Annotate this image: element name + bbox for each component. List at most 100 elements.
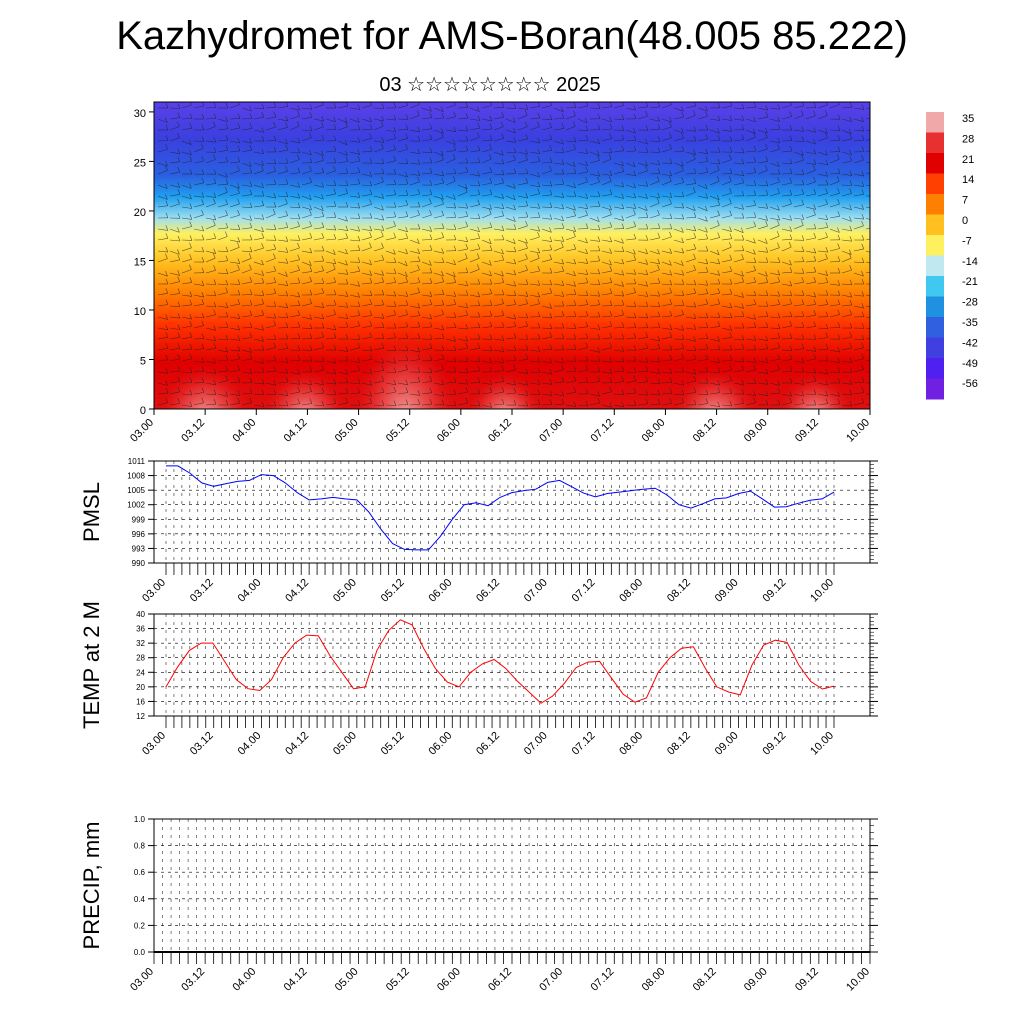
wind-barb-flag — [513, 321, 517, 327]
wind-barb — [313, 184, 324, 188]
wind-barb-flag — [285, 312, 289, 318]
wind-barb — [493, 206, 504, 209]
wind-barb — [745, 106, 757, 109]
wind-barb — [325, 250, 336, 255]
colorbar-swatch-0 — [926, 112, 944, 133]
wind-barb — [793, 129, 804, 132]
wind-barb-flag — [801, 179, 805, 185]
wind-barb-flag — [369, 391, 373, 397]
wind-barb-flag — [273, 201, 277, 208]
wind-barb-flag — [585, 299, 589, 305]
wind-barb-flag — [561, 179, 565, 185]
wind-barb — [433, 195, 444, 200]
wind-barb — [805, 140, 816, 145]
wind-barb — [721, 270, 732, 274]
wind-barb-flag — [693, 301, 697, 308]
wind-barb — [673, 138, 684, 142]
wind-barb-flag — [741, 103, 745, 109]
wind-barb-flag — [249, 310, 253, 316]
wind-barb-flag — [681, 389, 685, 396]
wind-barb — [661, 402, 672, 406]
wind-barb — [169, 126, 180, 131]
wind-barb — [217, 370, 228, 373]
wind-barb — [157, 258, 168, 263]
wind-barb-flag — [657, 116, 660, 122]
wind-barb-flag — [357, 155, 361, 162]
wind-barb — [541, 382, 552, 385]
wind-barb-flag — [381, 242, 384, 249]
wind-barb-flag — [861, 397, 865, 403]
wind-barb-flag — [333, 289, 337, 295]
wind-barb — [505, 382, 516, 386]
wind-barb — [625, 272, 636, 275]
wind-barb — [349, 294, 360, 298]
wind-barb-flag — [837, 243, 840, 249]
ytick-label-16: 16 — [136, 697, 145, 706]
wind-barb — [277, 250, 288, 253]
wind-barb — [757, 316, 769, 318]
xtick-label-03.00: 03.00 — [140, 730, 168, 758]
wind-barb-flag — [309, 266, 313, 272]
wind-barb — [853, 193, 864, 197]
wind-barb — [685, 359, 696, 362]
wind-barb-flag — [261, 127, 264, 133]
xtick-label-05.12: 05.12 — [384, 966, 412, 994]
wind-barb — [169, 184, 180, 188]
wind-barb — [265, 370, 277, 373]
wind-barb — [721, 238, 732, 241]
wind-barb — [505, 316, 516, 320]
wind-barb — [613, 304, 624, 307]
wind-barb — [313, 195, 324, 200]
series-line-0 — [165, 619, 835, 704]
wind-barb — [481, 128, 492, 131]
wind-barb — [709, 326, 720, 329]
wind-barb — [337, 151, 348, 156]
wind-barb-flag — [621, 356, 625, 362]
heatmap-xtick-label-07.12: 07.12 — [588, 417, 616, 445]
wind-barb-flag — [693, 354, 697, 360]
wind-barb — [529, 184, 540, 188]
wind-barb-flag — [213, 192, 217, 198]
wind-barb — [349, 305, 361, 307]
wind-barb-flag — [201, 256, 205, 263]
wind-barb-flag — [537, 148, 541, 154]
wind-barb-flag — [417, 170, 421, 176]
wind-barb-flag — [501, 271, 504, 277]
wind-barb-flag — [573, 102, 577, 108]
wind-barb — [289, 115, 300, 120]
wind-barb — [697, 206, 708, 212]
wind-barb — [337, 237, 348, 241]
wind-barb — [229, 261, 240, 264]
wind-barb — [385, 160, 396, 164]
wind-barb — [613, 217, 624, 221]
wind-barb — [793, 204, 804, 208]
heatmap-xtick-label-08.00: 08.00 — [640, 417, 668, 445]
wind-barb-flag — [777, 269, 781, 276]
wind-barb-flag — [849, 279, 853, 285]
wind-barb — [241, 402, 252, 406]
xtick-label-05.00: 05.00 — [331, 577, 359, 605]
wind-barb-flag — [645, 398, 649, 404]
wind-barb — [265, 107, 277, 109]
wind-barb — [733, 173, 744, 177]
wind-barb-flag — [633, 322, 637, 328]
wind-barb-flag — [716, 164, 720, 171]
wind-barb-flag — [297, 379, 301, 385]
wind-barb — [517, 338, 529, 340]
wind-barb — [421, 348, 432, 351]
wind-barb — [733, 182, 744, 186]
wind-barb — [313, 126, 324, 131]
wind-barb — [745, 393, 756, 397]
wind-barb-flag — [789, 111, 792, 117]
wind-barb — [409, 115, 420, 120]
wind-barb-flag — [333, 135, 337, 141]
wind-barb-flag — [693, 399, 697, 405]
wind-barb — [265, 404, 276, 407]
wind-barb — [385, 282, 396, 285]
wind-barb-flag — [621, 376, 625, 382]
wind-barb-flag — [189, 139, 192, 145]
wind-barb — [853, 184, 864, 187]
wind-barb-flag — [813, 204, 816, 210]
wind-barb — [157, 162, 168, 167]
wind-barb — [769, 235, 780, 241]
